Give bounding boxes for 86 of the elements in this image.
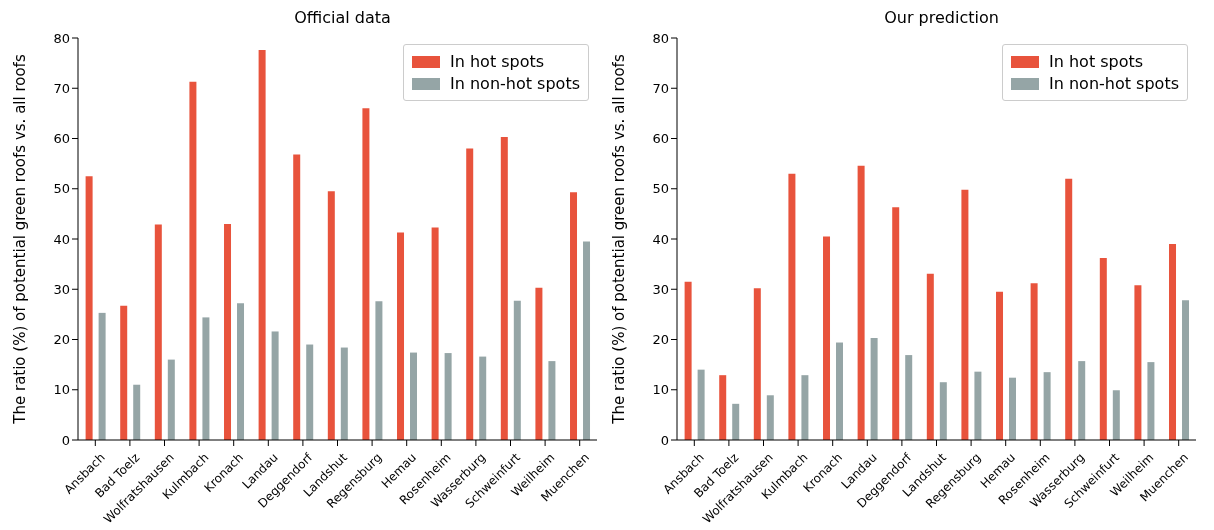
bar [1030, 283, 1038, 440]
bar [1009, 377, 1017, 440]
y-tick-label: 10 [652, 382, 669, 398]
y-tick-label: 20 [652, 332, 669, 348]
bar [1169, 244, 1177, 440]
bar [535, 287, 543, 440]
bar [1147, 362, 1155, 440]
bar [189, 81, 197, 440]
y-tick-label: 10 [53, 382, 70, 398]
bar [697, 369, 705, 440]
bar [258, 50, 266, 440]
bar [237, 303, 245, 440]
y-tick-label: 0 [61, 432, 70, 448]
bar [1078, 361, 1086, 440]
bar [1134, 285, 1142, 440]
bar [974, 371, 982, 440]
bar [397, 232, 405, 440]
bar [133, 384, 141, 440]
legend-label: In non-hot spots [1049, 74, 1179, 93]
bar [500, 136, 508, 440]
y-tick-label: 50 [652, 181, 669, 197]
y-tick-label: 60 [652, 131, 669, 147]
bar [753, 288, 761, 440]
y-axis-title: The ratio (%) of potential green roofs vs. all roofs [610, 54, 629, 425]
bar [410, 352, 418, 440]
bar [892, 207, 900, 440]
bar [327, 191, 335, 440]
y-tick-label: 0 [660, 432, 669, 448]
bar [766, 395, 774, 440]
bar [85, 176, 93, 440]
bar [444, 353, 452, 440]
bar [167, 359, 175, 440]
y-tick-label: 20 [53, 332, 70, 348]
y-tick-label: 30 [53, 281, 70, 297]
bar [570, 192, 578, 440]
bar [788, 173, 796, 440]
y-tick-label: 30 [652, 281, 669, 297]
y-axis-title: The ratio (%) of potential green roofs vs. all roofs [11, 54, 30, 425]
bar [466, 148, 474, 440]
bar [801, 375, 809, 440]
bar [271, 331, 279, 440]
bar [905, 355, 913, 440]
bar [732, 403, 740, 440]
bar [583, 241, 591, 440]
bar [431, 227, 439, 440]
bar [1043, 372, 1051, 440]
y-tick-label: 40 [53, 231, 70, 247]
bar [98, 312, 106, 440]
bar [857, 165, 865, 440]
chart-title: Our prediction [883, 8, 1000, 29]
bar [513, 300, 521, 440]
bar [375, 301, 383, 440]
chart-title: Official data [293, 8, 392, 29]
bar [479, 356, 487, 440]
y-tick-label: 70 [53, 80, 70, 96]
y-tick-label: 80 [53, 30, 70, 46]
bar [1099, 258, 1107, 440]
bar [1065, 178, 1073, 440]
bar [154, 224, 162, 440]
bar [870, 337, 878, 440]
bar [120, 305, 128, 440]
bar [1182, 300, 1190, 440]
y-tick-label: 70 [652, 80, 669, 96]
y-tick-label: 80 [652, 30, 669, 46]
bar [926, 273, 934, 440]
bar [293, 154, 301, 440]
legend-label: In hot spots [1049, 52, 1144, 71]
bar [1112, 390, 1120, 440]
y-tick-label: 50 [53, 181, 70, 197]
bar [961, 189, 969, 440]
legend-label: In non-hot spots [450, 74, 580, 93]
bar [224, 223, 232, 440]
legend-label: In hot spots [450, 52, 545, 71]
bar [306, 344, 314, 440]
bar [719, 375, 727, 440]
bar [823, 236, 831, 440]
y-tick-label: 40 [652, 231, 669, 247]
bar [684, 281, 692, 440]
bar [362, 108, 370, 440]
bar [836, 342, 844, 440]
bar [340, 347, 348, 440]
bar [202, 317, 210, 440]
bar [996, 291, 1004, 440]
bar [548, 361, 556, 440]
y-tick-label: 60 [53, 131, 70, 147]
bar [939, 382, 947, 440]
